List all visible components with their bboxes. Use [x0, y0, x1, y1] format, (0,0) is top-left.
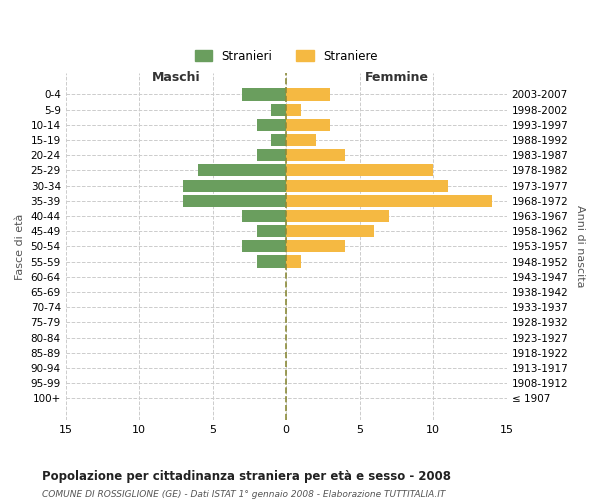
Bar	[242, 88, 286, 101]
Y-axis label: Anni di nascita: Anni di nascita	[575, 205, 585, 288]
Bar	[286, 134, 316, 146]
Bar	[271, 134, 286, 146]
Bar	[198, 164, 286, 176]
Bar	[242, 240, 286, 252]
Legend: Stranieri, Straniere: Stranieri, Straniere	[188, 44, 384, 68]
Bar	[286, 256, 301, 268]
Text: Popolazione per cittadinanza straniera per età e sesso - 2008: Popolazione per cittadinanza straniera p…	[42, 470, 451, 483]
Bar	[286, 119, 331, 131]
Bar	[257, 119, 286, 131]
Bar	[271, 104, 286, 116]
Bar	[286, 210, 389, 222]
Bar	[257, 225, 286, 237]
Text: Maschi: Maschi	[152, 71, 200, 84]
Bar	[286, 164, 433, 176]
Bar	[257, 149, 286, 162]
Bar	[286, 225, 374, 237]
Bar	[286, 180, 448, 192]
Bar	[183, 194, 286, 207]
Text: Femmine: Femmine	[364, 71, 428, 84]
Bar	[286, 194, 492, 207]
Bar	[286, 104, 301, 116]
Bar	[242, 210, 286, 222]
Bar	[257, 256, 286, 268]
Y-axis label: Fasce di età: Fasce di età	[15, 213, 25, 280]
Bar	[286, 149, 345, 162]
Bar	[286, 88, 331, 101]
Text: COMUNE DI ROSSIGLIONE (GE) - Dati ISTAT 1° gennaio 2008 - Elaborazione TUTTITALI: COMUNE DI ROSSIGLIONE (GE) - Dati ISTAT …	[42, 490, 445, 499]
Bar	[183, 180, 286, 192]
Bar	[286, 240, 345, 252]
